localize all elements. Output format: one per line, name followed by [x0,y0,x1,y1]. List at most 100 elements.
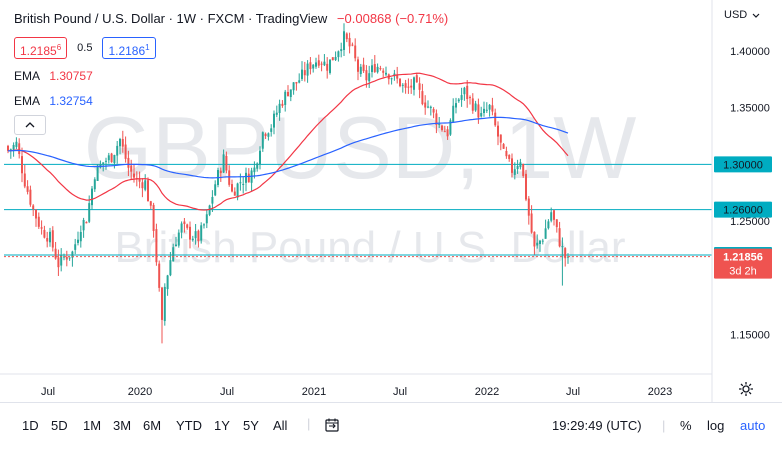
candle-body [533,231,536,247]
candle-body [544,228,547,239]
time-axis-tick-label: Jul [220,386,234,398]
indicator-ema-fast[interactable]: EMA 1.30757 [14,69,93,83]
timeframe-ytd[interactable]: YTD [176,418,202,433]
candle-body [323,61,326,66]
candle-body [508,155,511,159]
candle-body [541,240,544,242]
timeframe-5y[interactable]: 5Y [243,418,259,433]
candle-body [373,64,376,72]
candle-body [7,145,9,151]
candle-body [161,287,163,320]
log-scale-toggle[interactable]: log [707,418,725,433]
time-axis-tick-label: Jul [41,386,55,398]
candle-body [343,31,345,50]
candle-body [37,216,40,227]
calendar-range-icon[interactable] [324,417,340,436]
candle-body [505,150,508,157]
utc-clock[interactable]: 19:29:49 (UTC) [552,418,642,433]
timeframe-6m[interactable]: 6M [143,418,162,433]
candle-body [211,196,214,204]
candle-body [466,85,469,100]
toolbar-divider [0,402,782,403]
ema-slow-line[interactable] [7,116,569,179]
candle-body [12,144,15,150]
candle-body [130,165,133,172]
candle-body [460,95,463,100]
timeframe-5d[interactable]: 5D [51,418,68,433]
candle-body [225,155,228,171]
candle-body [301,69,303,79]
candle-body [23,173,26,187]
time-axis-tick-label: 2020 [128,386,152,398]
timeframe-1y[interactable]: 1Y [214,418,230,433]
candle-body [385,72,387,75]
price-axis-tick-label: 1.40000 [730,46,770,58]
candle-body [57,257,60,268]
candle-body [443,131,446,133]
level-price-label: 1.26000 [723,205,763,217]
timeframe-1m[interactable]: 1M [83,418,102,433]
sell-price-button[interactable]: 1.21856 [14,37,68,59]
buy-price-button[interactable]: 1.21861 [102,37,156,59]
indicator-name: EMA [14,69,41,83]
candle-body [337,51,340,58]
chart-watermark-symbol: GBPUSD, 1W [84,98,637,197]
candle-body [401,84,404,86]
currency-selector[interactable]: USD [724,9,760,21]
percent-scale-toggle[interactable]: % [680,418,692,433]
toolbar-separator: | [307,416,311,431]
candle-body [404,83,407,88]
candle-body [354,45,357,59]
timeframe-3m[interactable]: 3M [113,418,132,433]
candle-body [351,44,354,46]
candle-body [26,186,29,192]
candle-body [107,155,110,161]
candle-body [236,183,239,198]
candle-body [54,248,57,259]
ema-fast-line[interactable] [7,72,569,211]
sell-price-superscript: 6 [56,43,62,52]
candle-body [93,179,96,190]
collapse-legend-button[interactable] [14,115,46,135]
candle-body [446,129,449,137]
candle-body [74,244,77,250]
candle-body [359,66,362,75]
candle-body [435,113,438,125]
candle-body [488,104,491,110]
candle-body [469,97,471,99]
candle-body [124,144,127,159]
candle-body [457,99,460,102]
candle-body [96,165,99,181]
candle-body [483,108,485,114]
buy-price-superscript: 1 [145,43,150,52]
candle-body [455,103,457,108]
candle-body [247,173,250,183]
candle-body [259,150,261,165]
candle-body [438,123,441,125]
auto-scale-toggle[interactable]: auto [740,418,766,433]
candle-body [326,63,329,71]
chevron-down-icon [752,13,760,18]
timeframe-all[interactable]: All [273,418,288,433]
candle-body [558,228,561,247]
timeframe-1d[interactable]: 1D [22,418,39,433]
candle-body [15,141,18,147]
candle-body [502,144,505,149]
gear-icon[interactable] [738,381,754,402]
level-price-label-box [714,201,772,218]
candle-body [155,229,158,263]
candle-body [345,33,348,40]
price-chart[interactable]: GBPUSD, 1W British Pound / U.S. Dollar 1… [0,0,782,402]
symbol-title[interactable]: British Pound / U.S. Dollar · 1W · FXCM … [14,11,328,26]
candle-body [309,62,312,70]
indicator-ema-slow[interactable]: EMA 1.32754 [14,94,93,108]
candle-body [228,170,231,185]
candle-body [295,82,298,84]
candle-body [522,163,525,176]
candle-body [477,104,480,118]
time-axis-tick-label: 2021 [302,386,326,398]
candle-body [315,62,317,67]
time-axis-tick-label: 2022 [475,386,499,398]
candle-body [511,158,513,173]
candle-body [203,224,205,226]
